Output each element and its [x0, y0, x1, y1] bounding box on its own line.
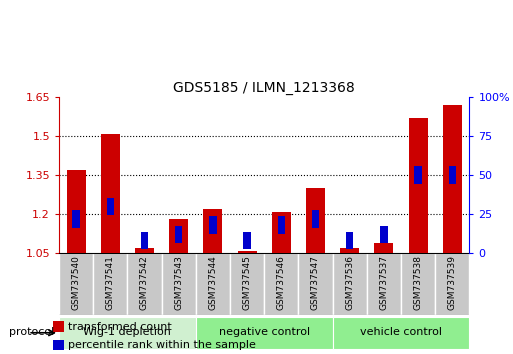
Bar: [59, 253, 93, 315]
Bar: [209, 216, 216, 234]
Bar: [67, 170, 86, 253]
Bar: [443, 105, 462, 253]
Bar: [101, 134, 120, 253]
Text: protocol: protocol: [9, 327, 54, 337]
Bar: [346, 232, 353, 250]
Bar: [196, 253, 230, 315]
Text: Wig-1 depletion: Wig-1 depletion: [84, 327, 171, 337]
Bar: [264, 253, 299, 315]
Bar: [169, 219, 188, 253]
Bar: [107, 198, 114, 215]
Text: GSM737538: GSM737538: [413, 255, 423, 310]
Text: GSM737547: GSM737547: [311, 255, 320, 310]
Bar: [340, 248, 359, 253]
Bar: [380, 225, 388, 243]
Text: transformed count: transformed count: [68, 322, 172, 332]
Text: percentile rank within the sample: percentile rank within the sample: [68, 340, 256, 350]
Bar: [141, 232, 148, 250]
Text: vehicle control: vehicle control: [360, 327, 442, 337]
Text: GSM737542: GSM737542: [140, 256, 149, 310]
Bar: [243, 232, 251, 250]
Bar: [312, 210, 319, 228]
Bar: [415, 166, 422, 184]
Bar: [135, 248, 154, 253]
Text: GSM737536: GSM737536: [345, 255, 354, 310]
Text: GSM737539: GSM737539: [448, 255, 457, 310]
Bar: [72, 210, 80, 228]
Text: GSM737544: GSM737544: [208, 256, 218, 310]
Bar: [196, 317, 332, 349]
Bar: [230, 253, 264, 315]
Bar: [409, 118, 427, 253]
Text: GSM737537: GSM737537: [380, 255, 388, 310]
Bar: [332, 317, 469, 349]
Bar: [59, 317, 196, 349]
Bar: [53, 340, 64, 350]
Bar: [448, 166, 456, 184]
Bar: [127, 253, 162, 315]
Bar: [238, 251, 256, 253]
Bar: [175, 225, 183, 243]
Text: GSM737540: GSM737540: [72, 255, 81, 310]
Text: GSM737546: GSM737546: [277, 255, 286, 310]
Text: GSM737545: GSM737545: [243, 255, 251, 310]
Bar: [332, 253, 367, 315]
Title: GDS5185 / ILMN_1213368: GDS5185 / ILMN_1213368: [173, 81, 355, 95]
Bar: [53, 321, 64, 332]
Bar: [162, 253, 196, 315]
Bar: [278, 216, 285, 234]
Text: GSM737543: GSM737543: [174, 255, 183, 310]
Bar: [272, 212, 291, 253]
Bar: [374, 243, 393, 253]
Text: GSM737541: GSM737541: [106, 255, 115, 310]
Text: negative control: negative control: [219, 327, 310, 337]
Bar: [204, 209, 222, 253]
Bar: [401, 253, 435, 315]
Bar: [435, 253, 469, 315]
Bar: [299, 253, 332, 315]
Bar: [93, 253, 127, 315]
Bar: [367, 253, 401, 315]
Bar: [306, 188, 325, 253]
